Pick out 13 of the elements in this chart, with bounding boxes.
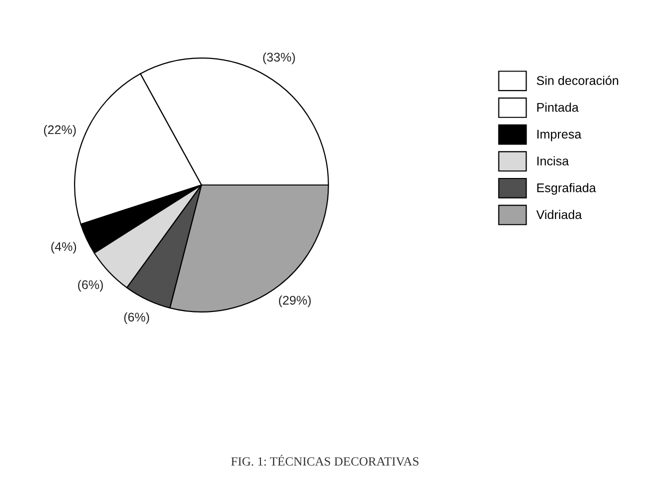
legend-label: Sin decoración (536, 76, 618, 85)
legend-label: Pintada (537, 102, 579, 112)
data-label: (6%) (78, 280, 103, 292)
legend-label: Incisa (537, 156, 569, 166)
legend-label: Esgrafiada (537, 183, 596, 195)
data-label: (33%) (263, 52, 295, 64)
data-label: (4%) (51, 242, 76, 254)
data-label: (29%) (278, 296, 311, 308)
legend-label: Vidriada (536, 210, 582, 220)
legend-label: Impresa (537, 130, 582, 142)
data-label: (22%) (44, 124, 76, 137)
caption: FIG. 1: TÉCNICAS DECORATIVAS (231, 454, 418, 466)
data-label: (6%) (124, 312, 150, 324)
